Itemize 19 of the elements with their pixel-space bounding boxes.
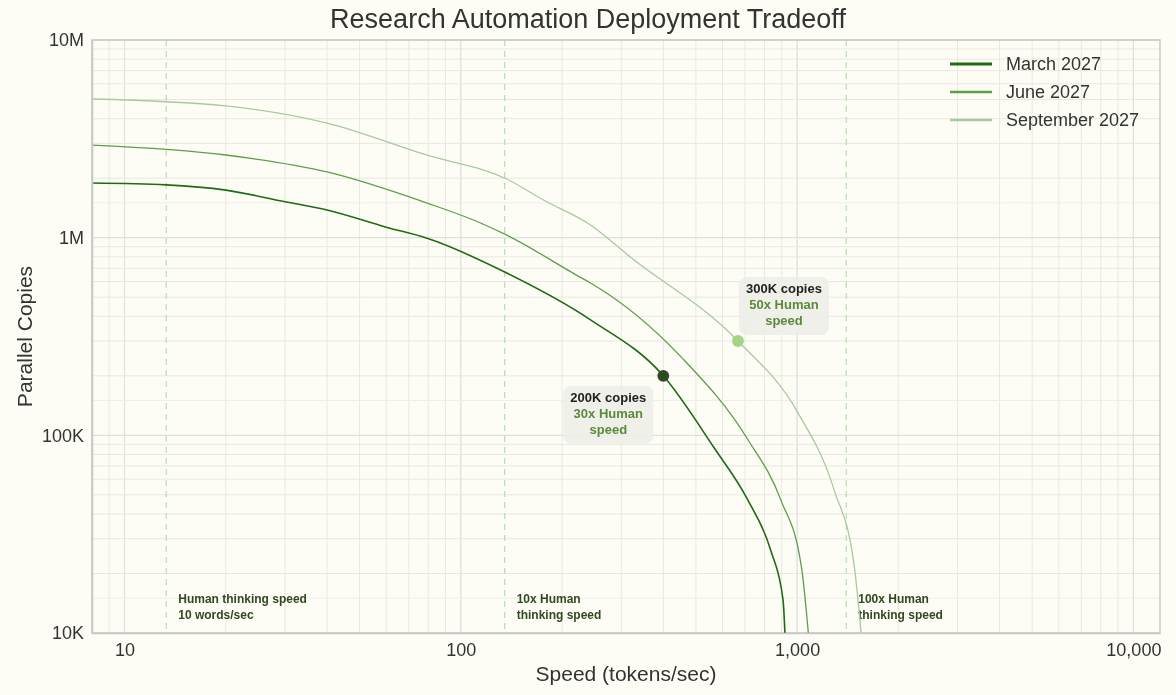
annotation: 300K copies 50x Human speed (746, 281, 822, 329)
legend-label: March 2027 (1006, 54, 1102, 74)
y-tick-label: 1M (58, 227, 84, 248)
chart-title: Research Automation Deployment Tradeoff (330, 4, 847, 34)
annotation: 200K copies 30x Human speed (570, 389, 647, 437)
legend-label: June 2027 (1006, 82, 1091, 102)
legend-label: September 2027 (1006, 110, 1140, 130)
x-tick-label: 10 (115, 639, 136, 660)
ref-line-label: 100x Human thinking speed (858, 592, 943, 622)
x-tick-label: 100 (446, 639, 477, 660)
x-tick-label: 10,000 (1106, 639, 1162, 660)
ref-line-label: Human thinking speed 10 words/sec (178, 592, 307, 622)
x-axis-title: Speed (tokens/sec) (535, 662, 717, 685)
ref-line-label: 10x Human thinking speed (516, 592, 602, 622)
x-tick-label: 1,000 (775, 639, 821, 660)
y-axis-title: Parallel Copies (13, 265, 36, 408)
y-tick-label: 10K (51, 623, 84, 644)
y-tick-label: 100K (41, 425, 84, 446)
y-tick-label: 10M (48, 30, 84, 51)
